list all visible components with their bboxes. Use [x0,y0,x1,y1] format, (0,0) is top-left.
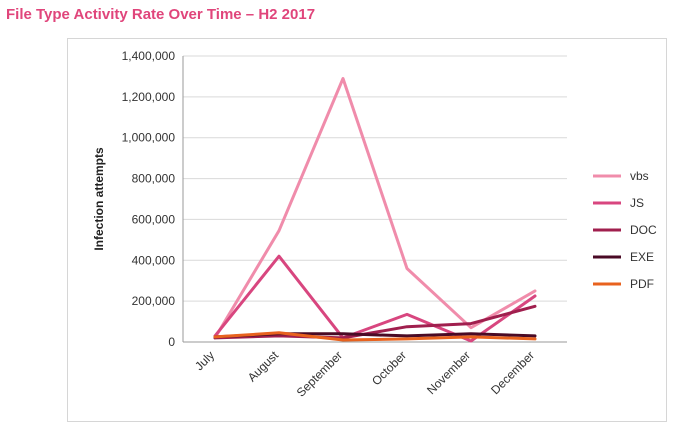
series-line-js [213,254,537,343]
legend-label-exe: EXE [630,250,654,264]
x-tick-label: July [192,348,217,373]
x-tick-label: August [245,348,282,385]
y-tick-label: 1,200,000 [122,90,176,104]
legend-label-js: JS [630,196,644,210]
y-tick-label: 200,000 [132,294,176,308]
x-tick-label: October [369,348,409,388]
legend-label-vbs: vbs [630,169,649,183]
x-axis-ticks: July August September October November Decemb… [192,348,537,400]
gridlines [182,55,567,343]
series-line-vbs [213,77,537,340]
y-tick-label: 800,000 [132,172,176,186]
y-axis-ticks: 0 200,000 400,000 600,000 800,000 1,000,000 1,… [122,49,176,349]
y-tick-label: 1,000,000 [122,131,176,145]
x-tick-label: November [424,348,473,397]
y-axis-title: Infection attempts [92,147,106,251]
chart-frame [67,38,667,422]
series-lines [213,77,537,343]
x-tick-label: September [294,348,345,399]
legend-label-doc: DOC [630,223,657,237]
x-tick-label: December [488,348,537,397]
legend-label-pdf: PDF [630,277,654,291]
y-tick-label: 600,000 [132,212,176,226]
legend: vbs JS DOC EXE PDF [593,169,657,291]
page-title: File Type Activity Rate Over Time – H2 2… [6,6,316,23]
y-tick-label: 400,000 [132,253,176,267]
y-tick-label: 0 [168,335,175,349]
series-line-pdf [213,331,537,342]
series-line-doc [213,304,537,340]
y-tick-label: 1,400,000 [122,49,176,63]
